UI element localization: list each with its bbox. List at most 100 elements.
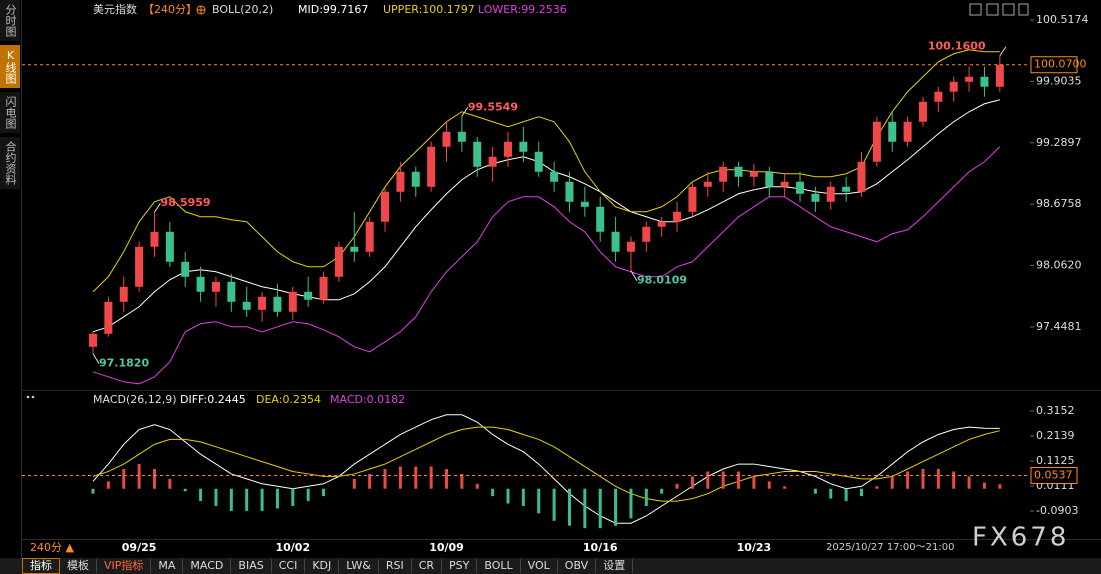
legend-entry: MID:99.7167 — [298, 3, 368, 16]
boll-line — [92, 49, 1000, 293]
toolbar-tab[interactable]: BIAS — [231, 559, 272, 573]
candle-body — [949, 81, 958, 92]
candle-body — [273, 296, 282, 312]
tool-icon[interactable] — [986, 3, 999, 16]
candle-body — [857, 161, 866, 192]
candle-body — [611, 231, 620, 252]
menu-icon[interactable] — [26, 395, 30, 399]
candle-body — [411, 171, 420, 187]
candle-body — [365, 221, 374, 252]
toolbar-tab[interactable]: CR — [412, 559, 443, 573]
candle-body — [550, 171, 559, 182]
toolbar-tab[interactable]: LW& — [339, 559, 379, 573]
y-tick-label: 97.4481 — [1036, 320, 1082, 333]
current-box — [1030, 56, 1078, 74]
candle-body — [934, 91, 943, 102]
menu-icon — [31, 395, 35, 399]
legend-entry: MACD:0.0182 — [330, 393, 405, 406]
y-tick-label: 0.2139 — [1036, 429, 1075, 442]
candle-body — [104, 301, 113, 334]
annotation-leader — [461, 106, 469, 117]
legend-entry: LOWER:99.2536 — [478, 3, 567, 16]
candle-body — [780, 181, 789, 187]
candle-body — [165, 231, 174, 262]
y-tick-label: -0.0903 — [1036, 504, 1078, 517]
tool-icon[interactable] — [1018, 3, 1029, 16]
tool-icon[interactable] — [969, 3, 982, 16]
candle-body — [811, 193, 820, 202]
toolbar-tab[interactable]: 指标 — [22, 558, 60, 574]
candle-body — [642, 226, 651, 242]
indicator-name: BOLL(20,2) — [212, 3, 273, 16]
candle-body — [734, 166, 743, 177]
x-tick-label: 10/09 — [429, 541, 464, 554]
toolbar-tab[interactable]: CCI — [272, 559, 306, 573]
candle-body — [565, 181, 574, 202]
tab[interactable]: 闪电图 — [0, 92, 20, 133]
toolbar-tab[interactable]: MACD — [183, 559, 232, 573]
candle-body — [872, 121, 881, 162]
toolbar-tab[interactable]: MA — [151, 559, 184, 573]
legend-entry: DIFF:0.2445 — [180, 393, 246, 406]
candle-body — [965, 76, 974, 82]
toolbar-tab[interactable]: VIP指标 — [97, 559, 152, 573]
candle-body — [842, 186, 851, 192]
annotation-leader — [92, 353, 100, 364]
candle-body — [826, 186, 835, 202]
candle-body — [488, 156, 497, 167]
annotation-leader — [154, 202, 161, 213]
candle-body — [396, 171, 405, 192]
toolbar-tab[interactable]: VOL — [521, 559, 558, 573]
candle-body — [596, 206, 605, 232]
annotation: 97.1820 — [99, 357, 149, 370]
candle-body — [673, 211, 682, 222]
candle-body — [918, 101, 927, 122]
boll-line — [92, 146, 1001, 385]
candle-body — [580, 201, 589, 207]
x-tick-label: 09/25 — [122, 541, 157, 554]
watermark: FX678 — [972, 523, 1069, 553]
candle-body — [381, 191, 390, 222]
candle-body — [657, 221, 666, 227]
candle-body — [473, 141, 482, 167]
candle-body — [211, 281, 220, 292]
candle-body — [796, 181, 805, 194]
macd-line — [92, 426, 1000, 502]
time-range: 2025/10/27 17:00～21:00 — [826, 542, 954, 553]
annotation-leader — [999, 46, 1007, 57]
tab[interactable]: 分时图 — [0, 0, 20, 41]
period[interactable]: 【240分】 — [143, 3, 197, 16]
toolbar-tab[interactable]: BOLL — [477, 559, 521, 573]
candle-body — [626, 241, 635, 252]
tab[interactable]: K线图 — [0, 45, 20, 88]
x-tick-label: 10/02 — [275, 541, 310, 554]
instrument-name: 美元指数 — [93, 2, 137, 16]
candle-body — [749, 171, 758, 177]
candle-body — [995, 64, 1004, 87]
candle-body — [196, 276, 205, 292]
candle-body — [227, 281, 236, 302]
candle-body — [258, 296, 267, 310]
candle-body — [304, 291, 313, 300]
toolbar-tab[interactable]: RSI — [379, 559, 412, 573]
toolbar-tab[interactable]: OBV — [558, 559, 597, 573]
tab[interactable]: 合约资料 — [0, 137, 20, 189]
toolbar-tab[interactable]: 设置 — [596, 559, 634, 573]
annotation-leader — [630, 270, 638, 281]
candle-body — [534, 151, 543, 172]
y-tick-label: 100.5174 — [1036, 13, 1089, 26]
candle-body — [703, 181, 712, 187]
toolbar-tab[interactable]: PSY — [442, 559, 478, 573]
tool-icon[interactable] — [1002, 3, 1015, 16]
period-switch[interactable]: 240分 ▲ — [30, 541, 74, 554]
toolbar: 指标 模板 VIP指标 MA MACD BIAS CCI KDJ LW& RSI CR PSY BOLL… — [0, 558, 1101, 574]
candle-body — [980, 76, 989, 87]
toolbar-tab[interactable]: KDJ — [305, 559, 340, 573]
legend-entry: UPPER:100.1797 — [383, 3, 475, 16]
candle-body — [888, 121, 897, 142]
toolbar-tab[interactable]: 模板 — [60, 559, 97, 573]
candle-body — [334, 246, 343, 277]
boll-line — [92, 99, 1000, 333]
candle-body — [688, 186, 697, 212]
